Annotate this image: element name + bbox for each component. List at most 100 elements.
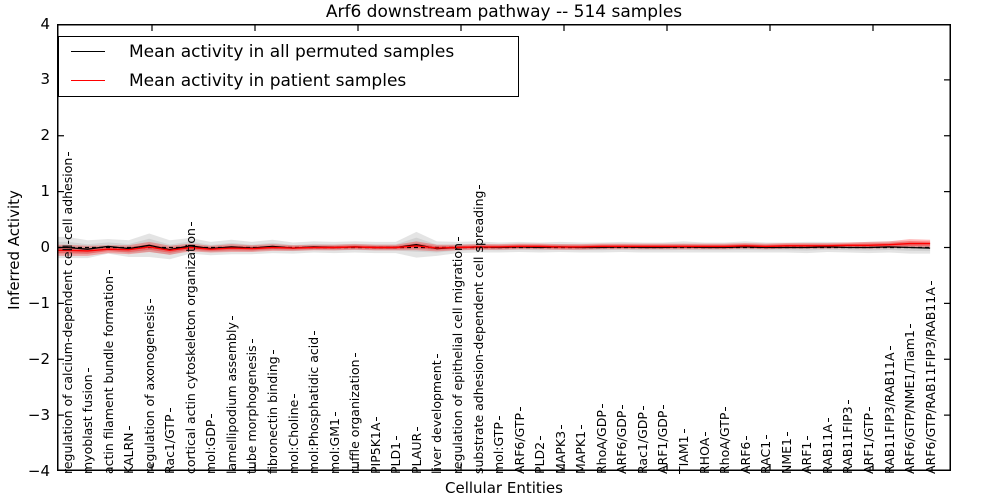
tick-mark-icon: [231, 316, 233, 321]
tick-mark-icon: [170, 408, 172, 413]
tick-mark-icon: [745, 435, 747, 440]
x-tick-label: ARF6/GTP: [512, 406, 527, 474]
x-tick-label: fibronectin binding: [265, 350, 280, 474]
tick-mark-icon: [457, 237, 459, 242]
legend: Mean activity in all permuted samples Me…: [58, 36, 519, 97]
x-tick-label: RHOA: [697, 431, 712, 474]
legend-entry: Mean activity in patient samples: [59, 66, 518, 95]
legend-entry: Mean activity in all permuted samples: [59, 37, 518, 66]
tick-mark-icon: [540, 435, 542, 440]
tick-mark-icon: [314, 330, 316, 335]
x-tick-label: ARF1: [799, 435, 814, 474]
legend-label: Mean activity in all permuted samples: [129, 41, 455, 62]
tick-mark-icon: [129, 426, 131, 431]
x-tick-label: ARF6: [738, 435, 753, 474]
x-tick-label: mol:GTP: [491, 416, 506, 474]
x-tick-label: substrate adhesion-dependent cell spread…: [471, 184, 486, 474]
tick-mark-icon: [663, 404, 665, 409]
tick-mark-icon: [211, 413, 213, 418]
x-tick-label: ARF6/GTP/NME1/Tiam1: [902, 324, 917, 474]
tick-mark-icon: [786, 432, 788, 436]
x-tick-label: TIAM1: [676, 429, 691, 474]
x-tick-label: RhoA/GDP: [594, 404, 609, 474]
tick-mark-icon: [642, 406, 644, 411]
x-tick-label: regulation of axonogenesis: [142, 298, 157, 474]
tick-mark-icon: [334, 412, 336, 417]
tick-mark-icon: [252, 339, 254, 344]
x-tick-label: Rac1/GTP: [162, 408, 177, 474]
x-tick-label: RhoA/GTP: [717, 406, 732, 474]
x-tick-label: NME1: [779, 432, 794, 474]
x-tick-label: ARF1/GTP: [861, 406, 876, 474]
x-tick-label: mol:GM1: [327, 412, 342, 474]
x-tick-label: tube morphogenesis: [244, 339, 259, 474]
tick-mark-icon: [766, 434, 768, 439]
x-tick-label: RAC1: [758, 434, 773, 474]
tick-mark-icon: [581, 424, 583, 429]
tick-mark-icon: [478, 184, 480, 189]
tick-mark-icon: [930, 281, 932, 286]
tick-mark-icon: [67, 151, 69, 156]
x-tick-label: MAPK3: [553, 424, 568, 474]
x-tick-label: cortical actin cytoskeleton organization: [183, 222, 198, 474]
tick-mark-icon: [499, 416, 501, 421]
chart-title: Arf6 downstream pathway -- 514 samples: [325, 2, 683, 22]
tick-mark-icon: [149, 298, 151, 303]
x-tick-label: PLD2: [532, 435, 547, 474]
tick-mark-icon: [725, 406, 727, 411]
x-tick-label: PLD1: [388, 435, 403, 474]
x-tick-label: ruffle organization: [347, 353, 362, 474]
x-tick-label: Rac1/GDP: [635, 406, 650, 474]
x-tick-label: lamellipodium assembly: [224, 316, 239, 474]
tick-mark-icon: [622, 404, 624, 409]
tick-mark-icon: [416, 426, 418, 431]
tick-mark-icon: [190, 222, 192, 227]
x-tick-label: ARF6/GTP/RAB11FIP3/RAB11A: [923, 281, 938, 474]
tick-mark-icon: [396, 435, 398, 440]
y-tick-label: −1: [27, 293, 50, 312]
y-tick-label: −2: [27, 349, 50, 368]
x-tick-label: PIP5K1A: [368, 416, 383, 474]
tick-mark-icon: [108, 269, 110, 274]
plot-area: regulation of calcium-dependent cell-cel…: [57, 24, 951, 474]
tick-mark-icon: [848, 400, 850, 405]
legend-label: Mean activity in patient samples: [129, 70, 407, 91]
x-tick-label: liver development: [429, 354, 444, 474]
tick-mark-icon: [88, 368, 90, 373]
tick-mark-icon: [273, 350, 274, 355]
x-tick-label: KALRN: [121, 426, 136, 474]
x-tick-label: regulation of epithelial cell migration: [450, 237, 465, 474]
x-tick-label: actin filament bundle formation: [101, 269, 116, 474]
x-tick-label: mol:GDP: [203, 413, 218, 474]
tick-mark-icon: [868, 406, 870, 411]
x-tick-label: RAB11FIP3: [840, 400, 855, 474]
x-tick-label: ARF1/GDP: [655, 404, 670, 474]
tick-mark-icon: [560, 424, 562, 429]
tick-mark-icon: [293, 393, 295, 398]
y-tick-label: 0: [40, 238, 50, 256]
tick-mark-icon: [889, 346, 891, 351]
x-tick-label: MAPK1: [573, 424, 588, 474]
y-tick-label: 3: [40, 70, 50, 89]
tick-mark-icon: [601, 404, 603, 409]
tick-mark-icon: [807, 435, 809, 440]
y-tick-label: 4: [40, 14, 50, 33]
x-tick-label: mol:Choline: [286, 393, 301, 474]
y-tick-label: 1: [40, 182, 50, 201]
tick-mark-icon: [704, 431, 706, 436]
tick-mark-icon: [375, 416, 377, 421]
y-tick-label: 2: [40, 126, 50, 145]
plot-canvas: [57, 24, 951, 471]
legend-line-sample-permuted-icon: [71, 51, 105, 52]
tick-mark-icon: [684, 429, 685, 434]
x-tick-label: ARF6/GDP: [614, 404, 629, 474]
legend-line-sample-patient-icon: [71, 80, 105, 81]
x-tick-label: RAB11FIP3/RAB11A: [882, 346, 897, 474]
tick-mark-icon: [910, 324, 912, 329]
x-tick-label: PLAUR: [409, 426, 424, 474]
x-tick-label: myoblast fusion: [80, 368, 95, 474]
x-axis-label: Cellular Entities: [445, 479, 563, 497]
y-tick-label: −3: [27, 405, 50, 424]
x-tick-label: mol:Phosphatidic acid: [306, 330, 321, 474]
